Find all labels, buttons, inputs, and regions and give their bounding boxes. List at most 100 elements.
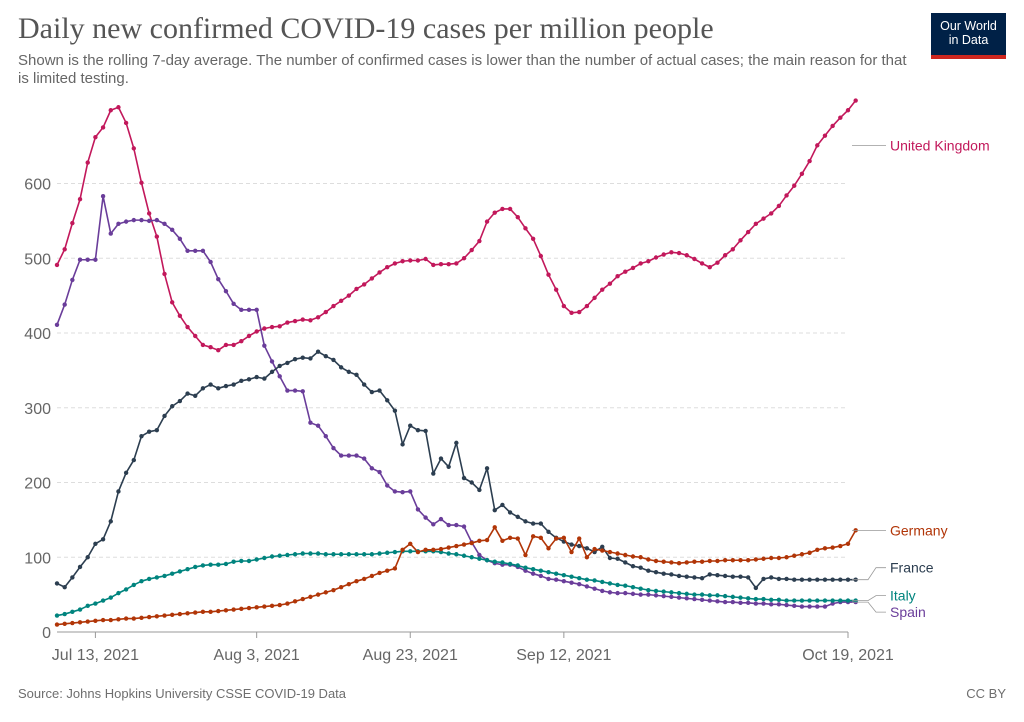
- point-france: [792, 577, 797, 582]
- point-spain: [592, 586, 597, 591]
- x-tick-label-3: Sep 12, 2021: [516, 647, 611, 664]
- point-france: [623, 560, 628, 565]
- point-united-kingdom: [392, 261, 398, 266]
- series-france: [54, 349, 858, 591]
- point-france: [845, 577, 851, 582]
- point-united-kingdom: [615, 273, 620, 279]
- point-united-kingdom: [315, 315, 321, 320]
- point-italy: [830, 598, 835, 603]
- point-france: [607, 555, 613, 561]
- point-spain: [745, 600, 751, 606]
- point-france: [784, 576, 789, 582]
- point-germany: [100, 617, 106, 623]
- point-germany: [162, 613, 167, 618]
- point-united-kingdom: [561, 303, 567, 309]
- point-united-kingdom: [446, 262, 451, 267]
- point-spain: [85, 257, 90, 262]
- point-france: [807, 577, 812, 582]
- point-france: [338, 365, 344, 370]
- point-spain: [54, 322, 60, 327]
- point-italy: [653, 588, 659, 594]
- point-germany: [669, 560, 674, 565]
- point-italy: [169, 571, 175, 576]
- point-spain: [200, 248, 206, 253]
- point-france: [354, 372, 359, 378]
- point-italy: [193, 564, 198, 570]
- owid-logo[interactable]: Our World in Data: [931, 13, 1006, 59]
- point-united-kingdom: [807, 158, 812, 164]
- point-united-kingdom: [769, 211, 774, 216]
- point-spain: [600, 588, 605, 594]
- point-united-kingdom: [354, 286, 359, 292]
- point-united-kingdom: [200, 342, 206, 348]
- point-france: [308, 356, 313, 361]
- point-france: [684, 574, 689, 579]
- point-united-kingdom: [484, 219, 490, 224]
- point-france: [715, 572, 720, 578]
- point-united-kingdom: [85, 160, 90, 165]
- point-germany: [70, 620, 75, 626]
- point-united-kingdom: [722, 253, 728, 258]
- point-united-kingdom: [730, 247, 736, 252]
- point-france: [123, 470, 129, 475]
- point-united-kingdom: [477, 238, 482, 244]
- point-france: [162, 413, 167, 419]
- point-germany: [408, 541, 413, 546]
- point-united-kingdom: [515, 214, 520, 220]
- point-united-kingdom: [277, 324, 282, 329]
- point-france: [638, 565, 643, 570]
- point-spain: [753, 601, 759, 606]
- point-france: [277, 363, 282, 369]
- point-germany: [653, 558, 659, 564]
- point-spain: [208, 259, 213, 265]
- point-france: [577, 543, 582, 549]
- point-united-kingdom: [646, 259, 651, 264]
- point-italy: [369, 552, 375, 557]
- point-spain: [338, 453, 344, 458]
- point-germany: [54, 622, 60, 627]
- point-france: [546, 529, 551, 535]
- series-lines: [54, 98, 858, 627]
- point-italy: [761, 596, 766, 602]
- x-tick-label-2: Aug 23, 2021: [363, 647, 458, 664]
- end-label-spain: Spain: [890, 604, 926, 620]
- point-united-kingdom: [262, 326, 267, 331]
- point-spain: [676, 595, 682, 600]
- point-france: [415, 427, 421, 433]
- point-united-kingdom: [292, 318, 298, 324]
- logo-line-2: in Data: [948, 33, 989, 47]
- point-germany: [630, 554, 636, 559]
- point-italy: [116, 590, 121, 596]
- end-label-germany: Germany: [890, 522, 948, 538]
- point-germany: [169, 612, 175, 618]
- point-italy: [600, 579, 605, 585]
- point-italy: [484, 558, 490, 563]
- point-italy: [569, 574, 574, 579]
- point-italy: [315, 551, 321, 556]
- point-united-kingdom: [745, 229, 751, 235]
- point-italy: [231, 559, 236, 564]
- point-spain: [661, 593, 666, 599]
- point-germany: [423, 547, 428, 552]
- point-spain: [262, 343, 267, 348]
- point-spain: [331, 445, 336, 451]
- point-germany: [469, 540, 474, 546]
- license-link[interactable]: CC BY: [966, 686, 1006, 701]
- point-germany: [538, 535, 544, 541]
- point-spain: [769, 602, 774, 607]
- y-tick-label-0: 0: [42, 625, 51, 642]
- point-france: [246, 377, 252, 382]
- point-united-kingdom: [738, 238, 743, 243]
- point-france: [630, 564, 636, 569]
- point-united-kingdom: [461, 256, 467, 261]
- point-france: [507, 510, 513, 515]
- point-united-kingdom: [523, 226, 528, 231]
- point-italy: [162, 573, 167, 579]
- point-germany: [131, 616, 136, 621]
- point-italy: [300, 551, 305, 556]
- point-spain: [323, 433, 328, 439]
- point-italy: [722, 593, 728, 599]
- source-note: Source: Johns Hopkins University CSSE CO…: [18, 686, 347, 701]
- point-italy: [807, 598, 812, 603]
- point-france: [799, 577, 805, 582]
